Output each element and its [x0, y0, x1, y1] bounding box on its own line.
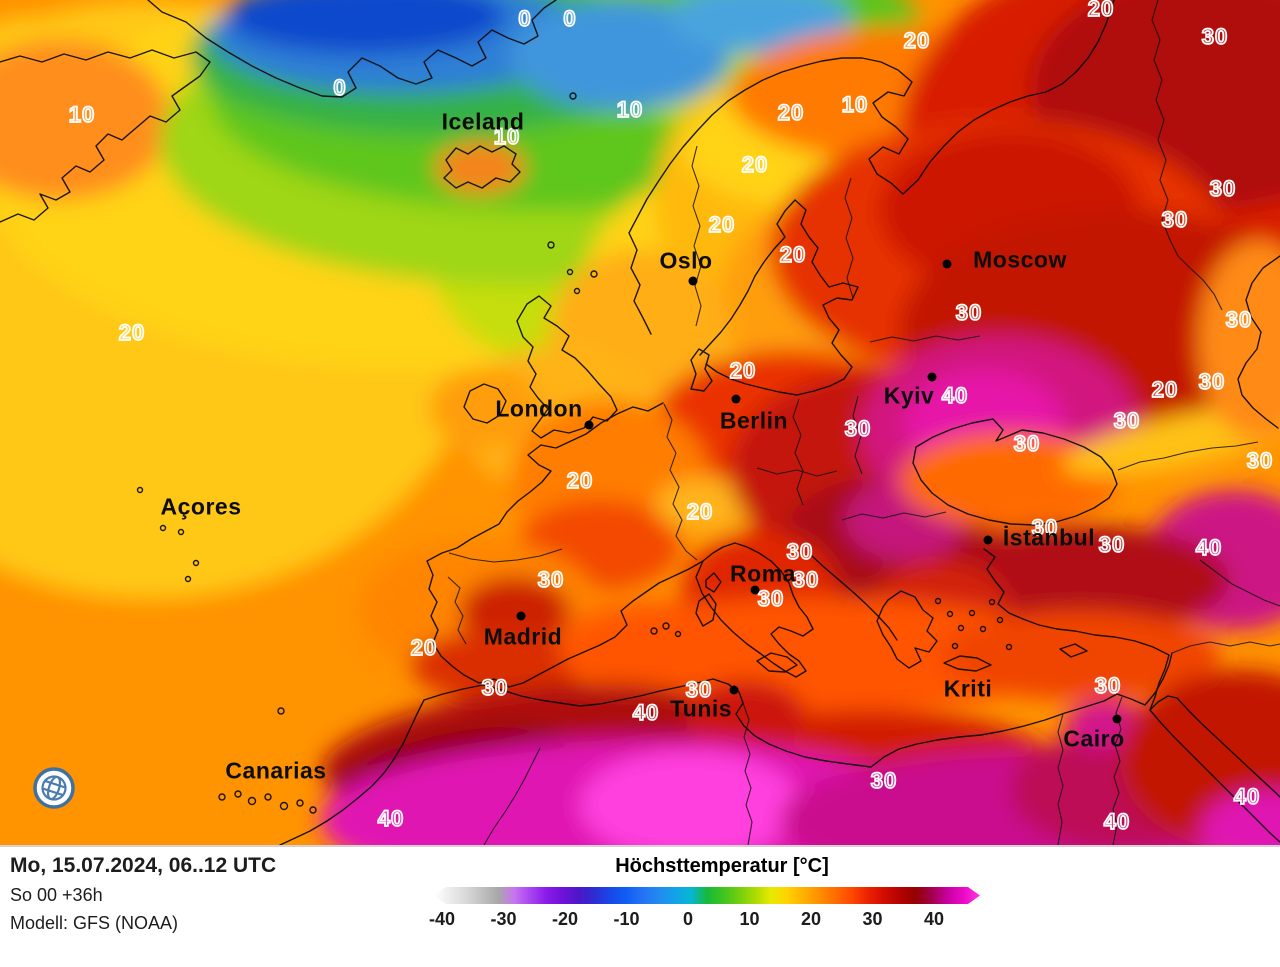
temp-label: 30: [1098, 531, 1126, 558]
temp-label: 40: [1233, 783, 1261, 810]
temp-label: 30: [1013, 430, 1041, 457]
temp-label: 30: [1225, 306, 1253, 333]
legend-tick: -20: [551, 909, 578, 929]
region-label: Iceland: [441, 108, 525, 135]
info-date: Mo, 15.07.2024, 06..12 UTC: [10, 854, 277, 877]
temp-label: 40: [377, 805, 405, 832]
city-label: London: [495, 395, 583, 422]
temp-label: 30: [870, 767, 898, 794]
map-label-layer: 0 0 0 10 10 10 10 20 20 20 20 20 20 20 20 20 20 20 20 30 30 3…: [68, 0, 1274, 835]
temp-label: 20: [118, 319, 146, 346]
globe-icon: [33, 767, 75, 809]
temp-label: 40: [1195, 534, 1223, 561]
region-label: Kriti: [943, 675, 993, 702]
legend-tick: 10: [739, 909, 760, 929]
legend-tick: -30: [490, 909, 517, 929]
temp-label: 30: [1094, 672, 1122, 699]
city-label: Moscow: [973, 246, 1067, 273]
legend-ticks: -40 -30 -20 -10 0 10 20 30 40: [0, 847, 1280, 967]
temp-label: 20: [729, 357, 757, 384]
temp-label: 40: [941, 382, 969, 409]
temp-label: 10: [841, 91, 869, 118]
city-label: Cairo: [1063, 725, 1125, 752]
temp-label: 20: [708, 211, 736, 238]
region-label: Canarias: [225, 757, 327, 784]
city-dot: [1112, 714, 1122, 724]
temp-label: 30: [1198, 368, 1226, 395]
temp-label: 20: [1087, 0, 1115, 22]
colorbar: [434, 887, 980, 904]
city-label: Madrid: [483, 623, 563, 650]
legend-title: Höchsttemperatur [°C]: [615, 855, 829, 877]
temp-label: 30: [1209, 175, 1237, 202]
temp-label: 20: [410, 634, 438, 661]
temp-label: 0: [333, 74, 347, 101]
coastlines: [0, 0, 1280, 845]
temp-label: 20: [1151, 376, 1179, 403]
temp-label: 20: [686, 498, 714, 525]
temp-label: 0: [563, 5, 577, 32]
temp-label: 20: [741, 151, 769, 178]
temperature-field: [0, 0, 1280, 845]
city-label: İstanbul: [1002, 524, 1096, 551]
city-dot: [750, 585, 760, 595]
temp-label: 40: [632, 699, 660, 726]
legend-tick: 0: [682, 909, 693, 929]
temp-label: 30: [955, 299, 983, 326]
city-dot: [688, 276, 698, 286]
legend-tick: 40: [923, 909, 945, 929]
temp-label: 10: [493, 123, 521, 150]
city-dot: [516, 611, 526, 621]
city-dot: [927, 372, 937, 382]
city-label: Roma: [730, 560, 796, 587]
temp-label: 30: [1246, 447, 1274, 474]
info-model: Modell: GFS (NOAA): [10, 913, 179, 933]
legend-tick: 20: [800, 909, 822, 929]
site-logo: [32, 766, 76, 810]
city-label: Berlin: [719, 407, 789, 434]
region-label: Açores: [160, 493, 242, 520]
city-dot: [942, 259, 952, 269]
legend-tick: 30: [862, 909, 883, 929]
temp-label: 0: [518, 5, 532, 32]
temp-label: 30: [786, 538, 814, 565]
temp-label: 30: [1031, 514, 1059, 541]
forecast-info: Mo, 15.07.2024, 06..12 UTC So 00 +36h Mo…: [10, 851, 276, 937]
city-dot: [584, 420, 594, 430]
legend-tick: -40: [428, 909, 455, 929]
city-dot: [729, 685, 739, 695]
temp-label: 30: [685, 676, 713, 703]
temp-label: 30: [757, 585, 785, 612]
legend-tick: -10: [613, 909, 640, 929]
temp-label: 10: [616, 96, 644, 123]
temp-label: 30: [1113, 407, 1141, 434]
temp-label: 20: [777, 99, 805, 126]
city-label: Tunis: [669, 695, 733, 722]
temp-label: 30: [1201, 23, 1229, 50]
temp-label: 30: [844, 415, 872, 442]
temp-label: 30: [792, 566, 820, 593]
info-run: So 00 +36h: [10, 885, 103, 905]
temp-label: 20: [779, 241, 807, 268]
temp-label: 40: [1103, 808, 1131, 835]
temp-label: 20: [566, 467, 594, 494]
city-label: Oslo: [659, 247, 713, 274]
city-dot: [731, 394, 741, 404]
bottom-panel: Mo, 15.07.2024, 06..12 UTC So 00 +36h Mo…: [0, 845, 1280, 967]
temp-label: 30: [1161, 206, 1189, 233]
city-label: Kyiv: [883, 382, 935, 409]
map-canvas: 0 0 0 10 10 10 10 20 20 20 20 20 20 20 20 20 20 20 20 30 30 3…: [0, 0, 1280, 845]
temp-label: 10: [68, 101, 96, 128]
temp-label: 30: [481, 674, 509, 701]
temp-label: 20: [903, 27, 931, 54]
city-dot: [983, 535, 993, 545]
temp-label: 30: [537, 566, 565, 593]
